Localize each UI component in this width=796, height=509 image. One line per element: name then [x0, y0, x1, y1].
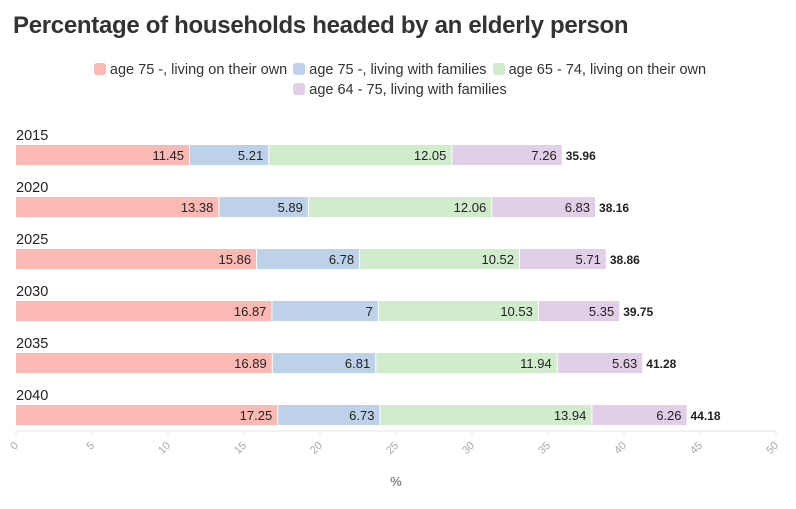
data-label: 12.06 [454, 200, 487, 215]
bar-segment [16, 353, 272, 373]
legend-item[interactable]: age 75 -, living on their own [93, 60, 288, 80]
data-label: 17.25 [240, 408, 273, 423]
legend-label: age 75 -, living on their own [109, 62, 288, 78]
bar-segment [378, 301, 538, 321]
bar-segment [272, 301, 378, 321]
bar-segment [272, 353, 376, 373]
total-label: 38.16 [599, 201, 629, 215]
data-label: 6.26 [656, 408, 681, 423]
data-label: 16.89 [234, 356, 267, 371]
data-label: 5.71 [576, 252, 601, 267]
data-label: 6.73 [349, 408, 374, 423]
chart-legend: age 75 -, living on their own age 75 -, l… [60, 60, 740, 100]
bar-segment [452, 145, 562, 165]
data-label: 6.83 [565, 200, 590, 215]
bar-segment [190, 145, 269, 165]
total-label: 35.96 [566, 149, 596, 163]
category-label: 2015 [16, 128, 48, 144]
data-label: 7 [366, 304, 373, 319]
data-label: 13.38 [181, 200, 214, 215]
category-label: 2020 [16, 180, 48, 196]
data-label: 5.89 [278, 200, 303, 215]
bar-segment [380, 405, 592, 425]
data-label: 13.94 [554, 408, 587, 423]
bar-segment [538, 301, 620, 321]
category-label: 2040 [16, 388, 48, 404]
category-label: 2030 [16, 284, 48, 300]
bar-segment [376, 353, 557, 373]
data-label: 15.86 [219, 252, 252, 267]
legend-label: age 65 - 74, living on their own [508, 62, 707, 78]
legend-label: age 64 - 75, living with families [309, 82, 507, 98]
bar-segment [16, 405, 278, 425]
data-label: 5.63 [612, 356, 637, 371]
total-label: 38.86 [610, 253, 640, 267]
x-tick-label: 20 [308, 440, 325, 457]
x-tick-label: 10 [156, 440, 173, 457]
x-tick-label: 35 [536, 440, 553, 457]
x-tick-label: 40 [612, 440, 629, 457]
data-label: 12.05 [414, 148, 447, 163]
data-label: 7.26 [531, 148, 556, 163]
bar-segment [257, 249, 360, 269]
bar-segment [520, 249, 606, 269]
total-label: 41.28 [646, 357, 676, 371]
x-tick-label: 5 [84, 440, 97, 453]
bar-segment [269, 145, 452, 165]
x-tick-label: 25 [384, 440, 401, 457]
data-label: 10.53 [500, 304, 533, 319]
data-label: 6.81 [345, 356, 370, 371]
legend-item[interactable]: age 75 -, living with families [293, 60, 487, 80]
legend-item[interactable]: age 64 - 75, living with families [293, 80, 507, 100]
data-label: 5.35 [589, 304, 614, 319]
data-label: 10.52 [481, 252, 514, 267]
data-label: 6.78 [329, 252, 354, 267]
x-tick-label: 45 [688, 440, 705, 457]
bar-segment [557, 353, 643, 373]
legend-swatch [492, 63, 505, 75]
bar-segment [219, 197, 308, 217]
bar-segment [16, 301, 272, 321]
category-label: 2025 [16, 232, 48, 248]
bar-segment [592, 405, 687, 425]
legend-label: age 75 -, living with families [309, 62, 487, 78]
x-tick-label: 30 [460, 440, 477, 457]
data-label: 11.94 [520, 356, 552, 371]
bar-segment [16, 249, 257, 269]
bar-segment [492, 197, 596, 217]
data-label: 5.21 [238, 148, 263, 163]
legend-swatch [93, 63, 106, 75]
data-label: 11.45 [152, 148, 184, 163]
total-label: 39.75 [623, 305, 653, 319]
bar-segment [278, 405, 380, 425]
x-tick-label: 0 [8, 440, 21, 453]
x-axis-title: % [390, 474, 402, 489]
data-label: 16.87 [234, 304, 267, 319]
bar-segment [308, 197, 492, 217]
legend-item[interactable]: age 65 - 74, living on their own [492, 60, 707, 80]
chart-title: Percentage of households headed by an el… [13, 12, 629, 39]
category-label: 2035 [16, 336, 48, 352]
legend-swatch [293, 63, 306, 75]
x-tick-label: 50 [764, 440, 781, 457]
bar-segment [16, 197, 219, 217]
bar-segment [360, 249, 520, 269]
legend-swatch [293, 83, 306, 95]
bar-segment [16, 145, 190, 165]
x-tick-label: 15 [232, 440, 249, 457]
total-label: 44.18 [691, 409, 721, 423]
